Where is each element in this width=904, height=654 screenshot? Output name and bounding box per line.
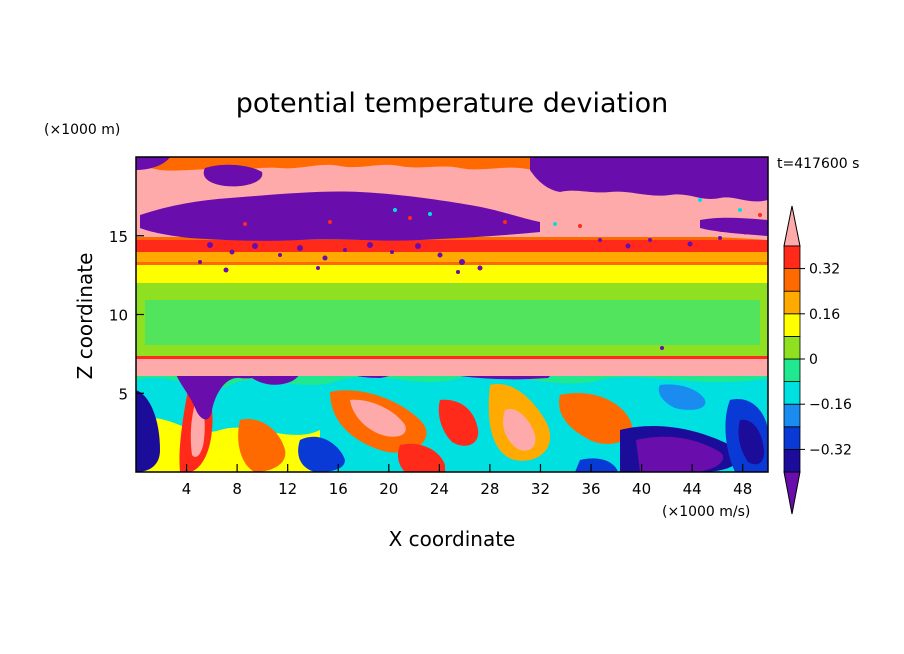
colorbar: 0.32 0.16 0 −0.16 −0.32 (783, 205, 852, 515)
colorbar-box (783, 268, 801, 292)
x-tick-label: 8 (232, 480, 242, 498)
contour-field (136, 157, 768, 472)
colorbar-box (783, 403, 801, 428)
colorbar-box (783, 245, 801, 270)
y-axis-label: Z coordinate (73, 253, 97, 380)
colorbar-label: −0.32 (809, 442, 852, 458)
x-tick-label: 4 (182, 480, 192, 498)
x-tick-label: 48 (733, 480, 752, 498)
x-tick-label: 24 (430, 480, 449, 498)
colorbar-label: 0 (809, 352, 818, 368)
x-tick-label: 36 (581, 480, 600, 498)
y-tick-label: 5 (118, 385, 128, 403)
y-tick-label: 10 (109, 307, 128, 325)
colorbar-max-arrow (783, 205, 801, 247)
colorbar-label: 0.32 (809, 262, 840, 278)
x-tick-label: 44 (683, 480, 702, 498)
x-tick-label: 12 (278, 480, 297, 498)
colorbar-box (783, 335, 801, 360)
x-tick-label: 28 (480, 480, 499, 498)
x-axis-ticks: 4 8 12 16 20 24 28 32 36 40 44 48 (182, 464, 752, 498)
y-tick-label: 15 (109, 228, 128, 246)
colorbar-box (783, 290, 801, 315)
y-unit-label: (×1000 m) (44, 122, 120, 138)
colorbar-box (783, 358, 801, 383)
x-tick-label: 32 (531, 480, 550, 498)
colorbar-box (783, 426, 801, 450)
time-label: t=417600 s (777, 156, 859, 172)
chart-title: potential temperature deviation (236, 88, 668, 119)
x-tick-label: 16 (329, 480, 348, 498)
colorbar-label: −0.16 (809, 397, 852, 413)
colorbar-label: 0.16 (809, 307, 840, 323)
colorbar-box (783, 313, 801, 337)
x-tick-label: 40 (632, 480, 651, 498)
x-axis-label: X coordinate (389, 527, 516, 551)
colorbar-box (783, 448, 801, 473)
colorbar-box (783, 381, 801, 405)
x-tick-label: 20 (379, 480, 398, 498)
y-axis-ticks: 5 10 15 (109, 228, 144, 403)
x-unit-label: (×1000 m/s) (662, 504, 750, 520)
colorbar-min-arrow (783, 471, 801, 515)
